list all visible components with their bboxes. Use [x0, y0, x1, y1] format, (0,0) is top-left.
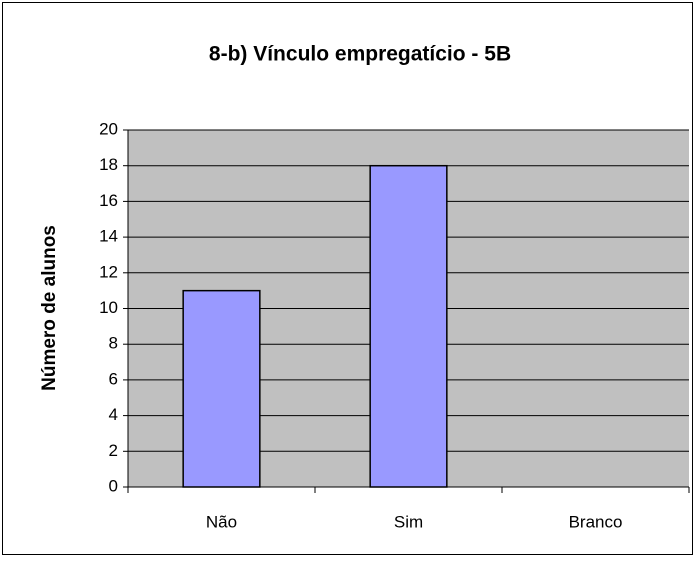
- y-tick-label: 20: [99, 119, 118, 138]
- y-tick-label: 10: [99, 298, 118, 317]
- y-tick-label: 0: [109, 476, 118, 495]
- y-tick-label: 18: [99, 155, 118, 174]
- y-tick-label: 2: [109, 441, 118, 460]
- y-tick-label: 16: [99, 191, 118, 210]
- y-tick-label: 6: [109, 369, 118, 388]
- bar: [182, 289, 261, 488]
- chart-title: 8-b) Vínculo empregatício - 5B: [209, 43, 511, 66]
- bar: [369, 164, 448, 488]
- x-tick-label: Não: [206, 512, 237, 531]
- y-tick-label: 8: [109, 334, 118, 353]
- x-tick-label: Sim: [394, 512, 423, 531]
- y-tick-label: 12: [99, 262, 118, 281]
- y-tick-label: 14: [99, 227, 118, 246]
- x-tick-label: Branco: [569, 512, 623, 531]
- y-tick-label: 4: [109, 405, 118, 424]
- y-axis-label: Número de alunos: [39, 225, 60, 391]
